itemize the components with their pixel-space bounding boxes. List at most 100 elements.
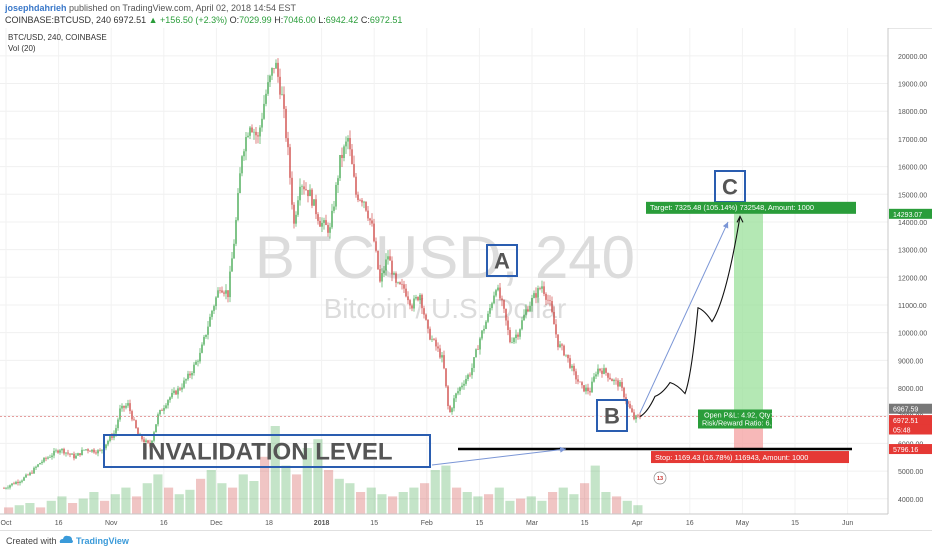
chart-legend: BTC/USD, 240, COINBASE Vol (20) <box>8 33 107 53</box>
candle-body <box>53 450 55 456</box>
price-axis[interactable]: 20000.00 19000.00 18000.00 17000.00 16000.00… <box>887 28 927 514</box>
candle-body <box>545 293 547 300</box>
price-tick-label: 5000.00 <box>898 469 923 476</box>
candle-body <box>565 354 567 356</box>
volume-bar <box>132 496 142 514</box>
candle-body <box>153 432 155 441</box>
candle-body <box>613 379 615 382</box>
candle-body <box>469 374 471 376</box>
candle-body <box>97 450 99 454</box>
author-link[interactable]: josephdahrieh <box>5 3 67 13</box>
candle-body <box>13 483 15 485</box>
candle-body <box>229 271 231 298</box>
candle-body <box>209 316 211 327</box>
time-tick-label: 2018 <box>314 520 330 527</box>
candle-body <box>115 428 117 434</box>
projection-arrow <box>639 221 729 414</box>
candle-body <box>331 210 333 228</box>
candle-body <box>337 178 339 185</box>
tradingview-brand[interactable]: TradingView <box>76 536 129 546</box>
candle-body <box>455 393 457 399</box>
candle-body <box>513 338 515 343</box>
candle-body <box>391 260 393 275</box>
price-tick-label: 20000.00 <box>898 54 927 61</box>
invalidation-label-text: INVALIDATION LEVEL <box>141 439 392 466</box>
candle-body <box>273 68 275 69</box>
candle-body <box>535 293 537 298</box>
candle-body <box>467 374 469 380</box>
price-tick-label: 13000.00 <box>898 248 927 255</box>
candle-body <box>275 62 277 69</box>
time-tick-label: Oct <box>1 520 12 527</box>
pnl-label: Open P&L: 4.92, Qty: 0 <box>704 410 778 419</box>
candle-body <box>277 62 279 77</box>
invalidation-label-box <box>103 434 431 468</box>
candle-body <box>201 344 203 353</box>
current-price-tag: 6967.59 <box>893 407 918 414</box>
volume-bar <box>537 500 547 514</box>
time-tick-label: 16 <box>686 520 694 527</box>
volume-bar <box>68 503 78 514</box>
candle-body <box>435 339 437 347</box>
time-axis[interactable]: Oct 16 Nov 16 Dec 18 2018 15 Feb 15 Mar 15 Apr 16 May 1… <box>0 513 888 527</box>
candle-body <box>247 135 249 138</box>
candle-body <box>371 220 373 224</box>
volume-bar <box>409 487 419 514</box>
candle-body <box>295 214 297 224</box>
candle-body <box>125 405 127 408</box>
candle-body <box>487 313 489 322</box>
candle-body <box>169 397 171 401</box>
countdown-tag: 05:48 <box>893 427 911 434</box>
candle-body <box>591 381 593 393</box>
stop-price-tag: 5796.16 <box>893 447 918 454</box>
candle-body <box>503 300 505 309</box>
volume-bar <box>249 481 259 514</box>
current-price-tag-bg <box>889 403 932 414</box>
candle-body <box>515 334 517 339</box>
volume-bar <box>36 507 46 514</box>
price-tags: 14293.07 6967.59 6972.51 05:48 5796.16 <box>889 208 932 455</box>
candle-body <box>511 342 513 343</box>
candle-body <box>425 314 427 320</box>
candle-body <box>349 138 351 150</box>
candle-body <box>55 450 57 452</box>
time-tick-label: May <box>736 520 750 527</box>
candle-body <box>185 379 187 381</box>
watermark-symbol: BTCUSD, 240 <box>255 224 635 291</box>
candle-body <box>523 314 525 321</box>
candle-body <box>91 449 93 452</box>
candle-body <box>81 449 83 456</box>
candle-body <box>179 388 181 390</box>
candle-body <box>303 186 305 190</box>
price-tick-label: 16000.00 <box>898 165 927 172</box>
candle-body <box>561 344 563 346</box>
candle-body <box>367 210 369 219</box>
candle-body <box>215 297 217 307</box>
volume-bar <box>420 483 430 514</box>
candle-body <box>109 436 111 441</box>
candle-body <box>541 286 543 289</box>
candle-body <box>69 453 71 455</box>
time-tick-label: 18 <box>265 520 273 527</box>
candle-body <box>9 485 11 488</box>
candle-body <box>361 200 363 203</box>
volume-bar <box>270 426 280 514</box>
time-tick-label: Jun <box>842 520 853 527</box>
wave-label-b-box <box>596 399 628 432</box>
candle-body <box>539 288 541 289</box>
candle-body <box>579 381 581 383</box>
candle-body <box>473 357 475 368</box>
candle-body <box>575 371 577 380</box>
volume-bar <box>334 478 344 514</box>
candle-body <box>443 355 445 369</box>
target-price-tag-bg <box>889 208 932 219</box>
footer: Created with TradingView <box>0 530 932 551</box>
candle-body <box>93 449 95 453</box>
candle-body <box>393 273 395 275</box>
candle-body <box>583 385 585 392</box>
price-chart[interactable]: BTCUSD, 240 Bitcoin / U.S. Dollar A B C INV… <box>0 28 932 530</box>
candle-body <box>533 293 535 298</box>
volume-bar <box>4 507 14 514</box>
candle-body <box>149 442 151 447</box>
candle-body <box>621 382 623 388</box>
